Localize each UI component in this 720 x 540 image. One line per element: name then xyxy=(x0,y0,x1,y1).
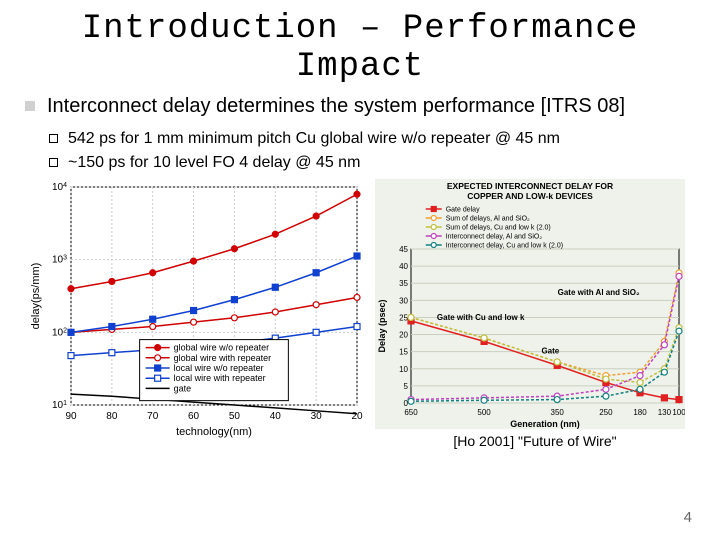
svg-text:global wire w/o repeater: global wire w/o repeater xyxy=(174,343,270,353)
chart-right-svg: EXPECTED INTERCONNECT DELAY FORCOPPER AN… xyxy=(375,179,685,429)
sub-bullet: ~150 ps for 10 level FO 4 delay @ 45 nm xyxy=(49,153,695,173)
svg-text:Interconnect delay, Al and SiO: Interconnect delay, Al and SiO₂ xyxy=(446,234,543,241)
page-number: 4 xyxy=(684,509,692,526)
expected-interconnect-delay-chart: EXPECTED INTERCONNECT DELAY FORCOPPER AN… xyxy=(375,179,685,429)
svg-text:25: 25 xyxy=(399,313,408,322)
svg-text:EXPECTED INTERCONNECT DELAY FO: EXPECTED INTERCONNECT DELAY FOR xyxy=(447,181,613,191)
svg-text:Interconnect delay, Cu and low: Interconnect delay, Cu and low k (2.0) xyxy=(446,243,563,250)
sub-bullet: 542 ps for 1 mm minimum pitch Cu global … xyxy=(49,129,695,149)
svg-text:350: 350 xyxy=(551,408,565,417)
svg-text:Gate with Cu and low k: Gate with Cu and low k xyxy=(437,313,525,322)
svg-text:Gate delay: Gate delay xyxy=(446,207,480,214)
svg-text:35: 35 xyxy=(399,279,408,288)
svg-text:gate: gate xyxy=(174,383,192,393)
svg-text:30: 30 xyxy=(311,411,323,422)
svg-text:COPPER AND LOW-k DEVICES: COPPER AND LOW-k DEVICES xyxy=(467,191,593,201)
slide: Introduction – Performance Impact Interc… xyxy=(0,0,720,540)
sub-bullet-marker xyxy=(49,158,58,167)
svg-text:Gate: Gate xyxy=(541,347,559,356)
svg-text:103: 103 xyxy=(52,254,67,266)
svg-text:45: 45 xyxy=(399,245,408,254)
svg-text:40: 40 xyxy=(270,411,282,422)
svg-text:Gate with Al and SiO₂: Gate with Al and SiO₂ xyxy=(558,288,640,297)
main-bullet: Interconnect delay determines the system… xyxy=(25,94,695,119)
sub-bullet-text: ~150 ps for 10 level FO 4 delay @ 45 nm xyxy=(68,153,360,173)
svg-text:Generation (nm): Generation (nm) xyxy=(510,419,580,429)
chart-right-wrap: EXPECTED INTERCONNECT DELAY FORCOPPER AN… xyxy=(375,179,695,449)
sub-bullet-text: 542 ps for 1 mm minimum pitch Cu global … xyxy=(68,129,560,149)
svg-text:15: 15 xyxy=(399,348,408,357)
svg-text:technology(nm): technology(nm) xyxy=(176,426,252,438)
svg-text:Sum of delays, Al and SiO₂: Sum of delays, Al and SiO₂ xyxy=(446,216,530,223)
svg-text:Sum of delays, Cu and low k (2: Sum of delays, Cu and low k (2.0) xyxy=(446,225,551,232)
delay-vs-technology-chart: 101 102 103 104 90 80 70 60 50 40 30 20 technology(n… xyxy=(25,179,365,439)
svg-text:102: 102 xyxy=(52,327,67,339)
svg-text:local wire w/o repeater: local wire w/o repeater xyxy=(174,363,264,373)
svg-text:90: 90 xyxy=(65,411,77,422)
svg-text:80: 80 xyxy=(106,411,118,422)
svg-text:5: 5 xyxy=(404,382,409,391)
svg-text:Delay (psec): Delay (psec) xyxy=(377,299,387,352)
chart-left-svg: 101 102 103 104 90 80 70 60 50 40 30 20 technology(n… xyxy=(25,179,365,439)
charts-row: 101 102 103 104 90 80 70 60 50 40 30 20 technology(n… xyxy=(25,179,695,449)
svg-text:delay(ps/mm): delay(ps/mm) xyxy=(30,263,42,330)
svg-text:60: 60 xyxy=(188,411,200,422)
svg-text:40: 40 xyxy=(399,262,408,271)
svg-text:130: 130 xyxy=(658,408,672,417)
svg-text:101: 101 xyxy=(52,400,67,412)
main-bullet-text: Interconnect delay determines the system… xyxy=(47,94,625,119)
svg-text:10: 10 xyxy=(399,365,408,374)
svg-text:global wire with repeater: global wire with repeater xyxy=(174,353,272,363)
citation-text: [Ho 2001] "Future of Wire" xyxy=(375,433,695,449)
svg-text:104: 104 xyxy=(52,182,67,194)
svg-text:500: 500 xyxy=(477,408,491,417)
svg-text:20: 20 xyxy=(351,411,363,422)
svg-text:20: 20 xyxy=(399,331,408,340)
svg-text:180: 180 xyxy=(633,408,647,417)
svg-text:50: 50 xyxy=(229,411,241,422)
svg-text:650: 650 xyxy=(404,408,418,417)
bullet-marker xyxy=(25,101,35,111)
slide-title: Introduction – Performance Impact xyxy=(25,10,695,86)
svg-text:30: 30 xyxy=(399,296,408,305)
svg-text:70: 70 xyxy=(147,411,159,422)
svg-text:100: 100 xyxy=(672,408,685,417)
sub-bullet-marker xyxy=(49,134,58,143)
svg-text:250: 250 xyxy=(599,408,613,417)
svg-text:local wire with repeater: local wire with repeater xyxy=(174,373,266,383)
sub-bullet-list: 542 ps for 1 mm minimum pitch Cu global … xyxy=(49,129,695,173)
